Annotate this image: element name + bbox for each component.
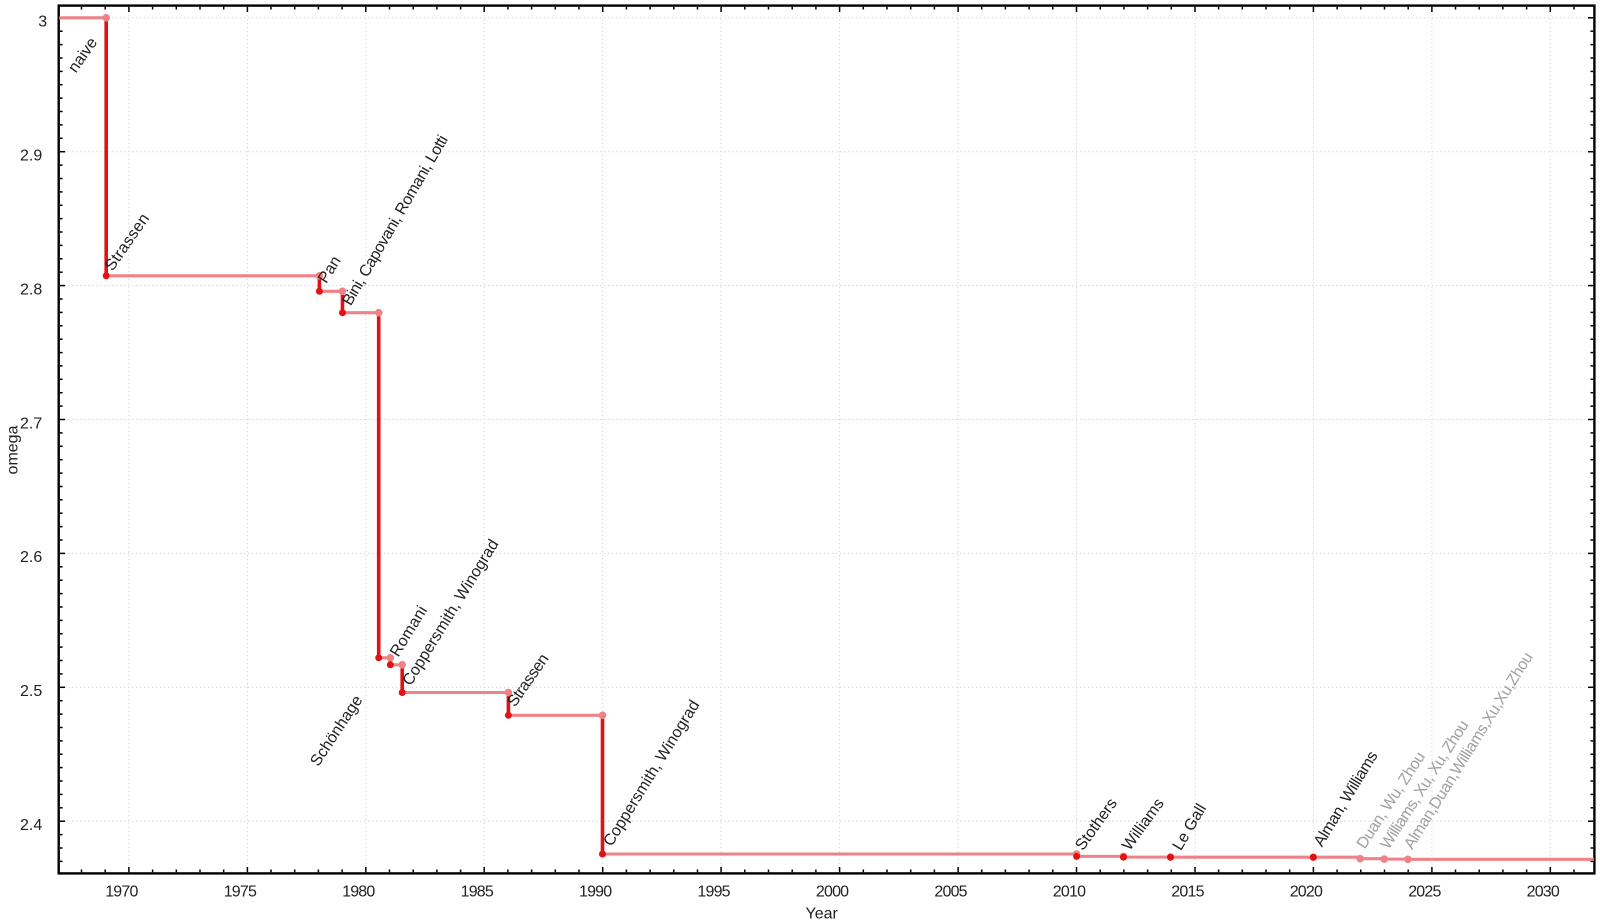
svg-text:1980: 1980 (342, 884, 375, 901)
svg-text:2005: 2005 (934, 884, 967, 901)
svg-text:2.4: 2.4 (20, 817, 42, 834)
svg-text:2015: 2015 (1171, 884, 1204, 901)
svg-text:2030: 2030 (1527, 884, 1560, 901)
svg-text:2.8: 2.8 (20, 281, 42, 298)
svg-text:omega: omega (5, 425, 22, 474)
svg-text:Year: Year (806, 906, 839, 920)
svg-text:1985: 1985 (461, 884, 494, 901)
svg-text:1970: 1970 (105, 884, 138, 901)
svg-text:2000: 2000 (816, 884, 849, 901)
svg-text:2020: 2020 (1290, 884, 1323, 901)
svg-text:3: 3 (38, 14, 47, 31)
svg-text:1975: 1975 (224, 884, 257, 901)
svg-text:2025: 2025 (1408, 884, 1441, 901)
svg-text:2.5: 2.5 (20, 683, 42, 700)
svg-text:2.6: 2.6 (20, 549, 42, 566)
svg-text:1995: 1995 (697, 884, 730, 901)
svg-text:1990: 1990 (579, 884, 612, 901)
svg-text:2010: 2010 (1053, 884, 1086, 901)
svg-text:2.9: 2.9 (20, 148, 42, 165)
svg-text:2.7: 2.7 (20, 415, 42, 432)
